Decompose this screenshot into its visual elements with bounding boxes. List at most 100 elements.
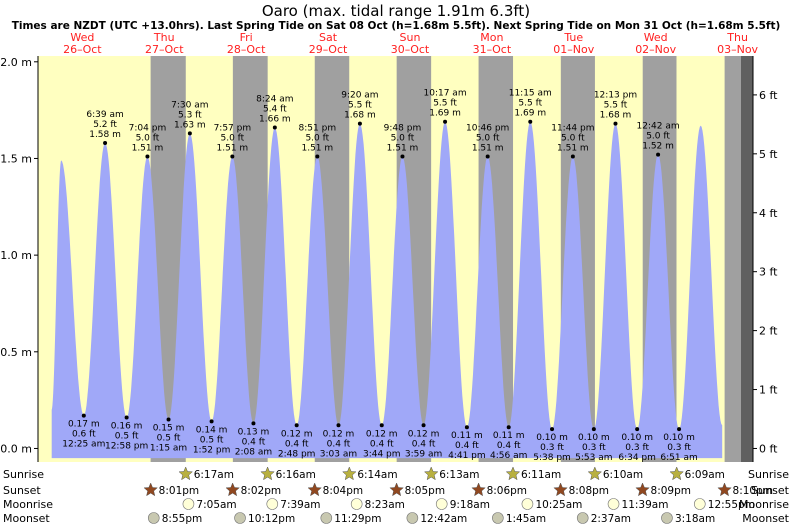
- y-right-tick-label: 3 ft: [759, 266, 778, 279]
- astro-row-label-left: Sunset: [3, 484, 41, 497]
- high-tide-point: [485, 154, 490, 159]
- sunset-time-label: 8:10pm: [733, 485, 773, 497]
- high-tide-label: 1.66 m: [259, 115, 291, 125]
- day-weekday-label: Sat: [319, 31, 338, 44]
- moonrise-icon: [182, 498, 195, 510]
- high-tide-label: 1.51 m: [557, 144, 589, 154]
- low-tide-label: 0.12 m: [281, 429, 313, 439]
- y-left-tick-label: 0.5 m: [0, 346, 32, 359]
- high-tide-label: 12:42 am: [637, 122, 680, 132]
- moonrise-icon: [266, 498, 279, 510]
- moonset-time-label: 10:12pm: [248, 513, 295, 525]
- day-date-label: 31–Oct: [473, 43, 512, 56]
- day-date-label: 26–Oct: [63, 43, 102, 56]
- high-tide-label: 5.5 ft: [348, 101, 372, 111]
- y-axis-right: 0 ft 1 ft 2 ft 3 ft 4 ft 5 ft 6 ft: [752, 56, 778, 462]
- high-tide-label: 5.0 ft: [136, 134, 160, 144]
- tide-area: [51, 121, 723, 459]
- high-tide-label: 5.0 ft: [391, 134, 415, 144]
- day-headers: Wed26–OctThu27–OctFri28–OctSat29–OctSun3…: [63, 31, 758, 56]
- day-weekday-label: Sun: [400, 31, 421, 44]
- low-tide-label: 0.6 ft: [72, 430, 96, 440]
- sunset-time-label: 8:04pm: [323, 485, 363, 497]
- low-tide-label: 5:53 am: [575, 453, 612, 463]
- high-tide-label: 1.51 m: [301, 144, 333, 154]
- high-tide-label: 5.0 ft: [476, 134, 500, 144]
- chart-subtitle: Times are NZDT (UTC +13.0hrs). Last Spri…: [12, 20, 781, 32]
- low-tide-label: 0.12 m: [323, 429, 355, 439]
- high-tide-point: [528, 119, 533, 124]
- low-tide-label: 0.4 ft: [327, 439, 351, 449]
- low-tide-point: [379, 423, 384, 428]
- astro-row-label-left: Moonset: [3, 512, 50, 525]
- high-tide-label: 8:51 pm: [299, 124, 337, 134]
- day-date-label: 02–Nov: [635, 43, 676, 56]
- sunrise-icon: [587, 466, 603, 481]
- night-band: [724, 56, 741, 462]
- low-tide-label: 4:41 pm: [448, 451, 486, 461]
- sunrise-time-label: 6:10am: [603, 469, 643, 481]
- moonset-icon: [492, 512, 504, 524]
- high-tide-label: 5.2 ft: [93, 120, 117, 130]
- high-tide-label: 5.3 ft: [178, 110, 202, 120]
- low-tide-point: [81, 413, 86, 418]
- sunrise-time-label: 6:14am: [357, 469, 397, 481]
- low-tide-label: 1:52 pm: [193, 445, 231, 455]
- low-tide-label: 0.16 m: [111, 422, 143, 432]
- high-tide-point: [443, 119, 448, 124]
- low-tide-label: 0.4 ft: [285, 439, 309, 449]
- low-tide-label: 5:38 pm: [533, 453, 571, 463]
- high-tide-label: 9:20 am: [341, 91, 378, 101]
- sunset-icon: [143, 482, 158, 497]
- y-right-tick-label: 1 ft: [759, 384, 778, 397]
- moonrise-time-label: 10:25am: [535, 499, 582, 511]
- high-tide-label: 1.58 m: [89, 130, 121, 140]
- low-tide-label: 3:44 pm: [363, 449, 401, 459]
- moonset-icon: [147, 512, 160, 524]
- moonrise-icon: [607, 498, 620, 510]
- low-tide-label: 0.5 ft: [115, 432, 139, 442]
- low-tide-point: [550, 427, 555, 432]
- y-right-tick-label: 0 ft: [759, 442, 778, 455]
- high-tide-label: 6:39 am: [86, 110, 123, 120]
- day-date-label: 01–Nov: [553, 43, 594, 56]
- low-tide-label: 0.12 m: [366, 429, 398, 439]
- moonset-time-label: 11:29pm: [334, 513, 381, 525]
- y-right-tick-label: 6 ft: [759, 89, 778, 102]
- high-tide-point: [145, 154, 150, 159]
- sunset-time-label: 8:06pm: [487, 485, 527, 497]
- low-tide-label: 2:48 pm: [278, 449, 316, 459]
- y-left-tick-label: 1.5 m: [0, 152, 32, 165]
- low-tide-label: 0.10 m: [621, 433, 653, 443]
- sunrise-time-label: 6:09am: [685, 469, 725, 481]
- high-tide-label: 8:24 am: [256, 95, 293, 105]
- high-tide-label: 7:04 pm: [129, 124, 167, 134]
- low-tide-label: 0.5 ft: [200, 435, 224, 445]
- sunset-time-label: 8:05pm: [405, 485, 445, 497]
- high-tide-point: [613, 121, 618, 126]
- day-weekday-label: Mon: [480, 31, 503, 44]
- high-tide-label: 5.4 ft: [263, 105, 287, 115]
- day-weekday-label: Thu: [153, 31, 175, 44]
- low-tide-label: 0.12 m: [408, 429, 440, 439]
- high-tide-label: 1.51 m: [217, 144, 249, 154]
- sunrise-icon: [505, 466, 521, 481]
- low-tide-label: 0.4 ft: [412, 439, 436, 449]
- high-tide-label: 1.52 m: [642, 142, 674, 152]
- sunrise-time-label: 6:17am: [194, 469, 234, 481]
- high-tide-point: [103, 141, 108, 145]
- y-left-tick-label: 2.0 m: [0, 56, 32, 69]
- moonset-time-label: 2:37am: [591, 513, 631, 525]
- high-tide-label: 1.51 m: [387, 144, 419, 154]
- moonset-icon: [234, 512, 246, 524]
- sunset-icon: [717, 482, 732, 497]
- high-tide-label: 5.0 ft: [561, 134, 585, 144]
- low-tide-label: 0.10 m: [663, 433, 695, 443]
- sunrise-icon: [178, 466, 194, 481]
- high-tide-point: [400, 154, 405, 159]
- high-tide-label: 10:17 am: [424, 89, 467, 99]
- sunset-icon: [225, 482, 240, 497]
- day-date-label: 30–Oct: [391, 43, 430, 56]
- day-weekday-label: Wed: [644, 31, 668, 44]
